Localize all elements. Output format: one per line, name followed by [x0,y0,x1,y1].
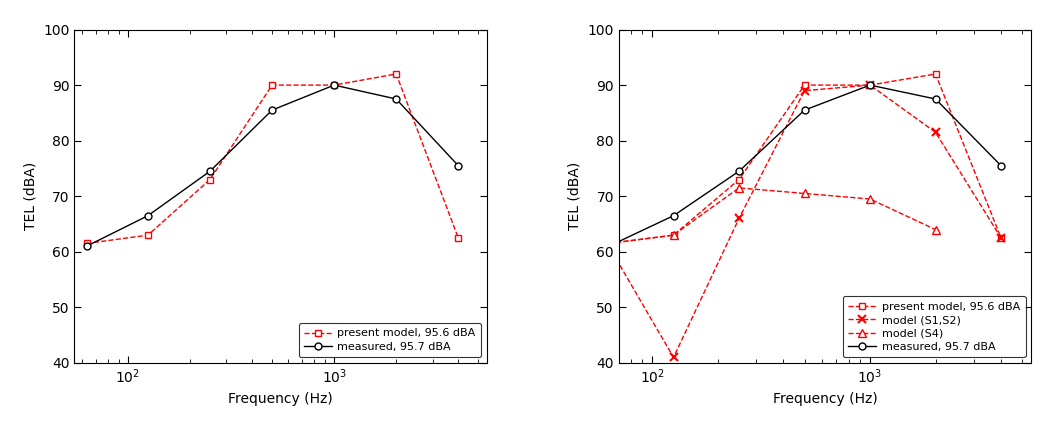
X-axis label: Frequency (Hz): Frequency (Hz) [773,392,877,406]
model (S1,S2) [603,243,615,249]
present model, 95.6 dBA [80,241,92,246]
Y-axis label: TEL (dBA): TEL (dBA) [23,162,37,230]
model (S1,S2) [732,216,745,221]
Line: present model, 95.6 dBA: present model, 95.6 dBA [605,70,1005,247]
measured, 95.7 dBA [141,213,154,218]
model (S4) [863,197,876,202]
Line: measured, 95.7 dBA: measured, 95.7 dBA [605,81,1005,250]
measured, 95.7 dBA [204,169,217,174]
model (S1,S2) [798,88,811,93]
present model, 95.6 dBA [668,233,680,238]
measured, 95.7 dBA [452,163,465,168]
present model, 95.6 dBA [929,71,942,76]
X-axis label: Frequency (Hz): Frequency (Hz) [229,392,333,406]
model (S4) [603,241,615,246]
model (S4) [732,185,745,190]
present model, 95.6 dBA [863,83,876,88]
present model, 95.6 dBA [995,235,1008,241]
present model, 95.6 dBA [141,233,154,238]
measured, 95.7 dBA [80,243,92,249]
Line: present model, 95.6 dBA: present model, 95.6 dBA [83,70,461,247]
measured, 95.7 dBA [863,83,876,88]
present model, 95.6 dBA [452,235,465,241]
model (S1,S2) [929,130,942,135]
measured, 95.7 dBA [798,108,811,113]
present model, 95.6 dBA [798,83,811,88]
measured, 95.7 dBA [327,83,340,88]
model (S1,S2) [863,83,876,88]
model (S4) [929,227,942,232]
Line: model (S4): model (S4) [605,184,940,248]
measured, 95.7 dBA [732,169,745,174]
measured, 95.7 dBA [603,243,615,249]
Line: measured, 95.7 dBA: measured, 95.7 dBA [83,81,461,250]
Legend: present model, 95.6 dBA, measured, 95.7 dBA: present model, 95.6 dBA, measured, 95.7 … [299,323,482,357]
measured, 95.7 dBA [929,97,942,102]
measured, 95.7 dBA [668,213,680,218]
present model, 95.6 dBA [390,71,403,76]
present model, 95.6 dBA [204,177,217,182]
present model, 95.6 dBA [327,83,340,88]
present model, 95.6 dBA [732,177,745,182]
model (S4) [668,233,680,238]
Y-axis label: TEL (dBA): TEL (dBA) [568,162,581,230]
present model, 95.6 dBA [266,83,279,88]
model (S1,S2) [668,355,680,360]
measured, 95.7 dBA [995,163,1008,168]
Line: model (S1,S2): model (S1,S2) [605,81,1006,362]
model (S1,S2) [995,235,1008,241]
model (S4) [798,191,811,196]
measured, 95.7 dBA [266,108,279,113]
present model, 95.6 dBA [603,241,615,246]
Legend: present model, 95.6 dBA, model (S1,S2), model (S4), measured, 95.7 dBA: present model, 95.6 dBA, model (S1,S2), … [843,296,1026,357]
measured, 95.7 dBA [390,97,403,102]
